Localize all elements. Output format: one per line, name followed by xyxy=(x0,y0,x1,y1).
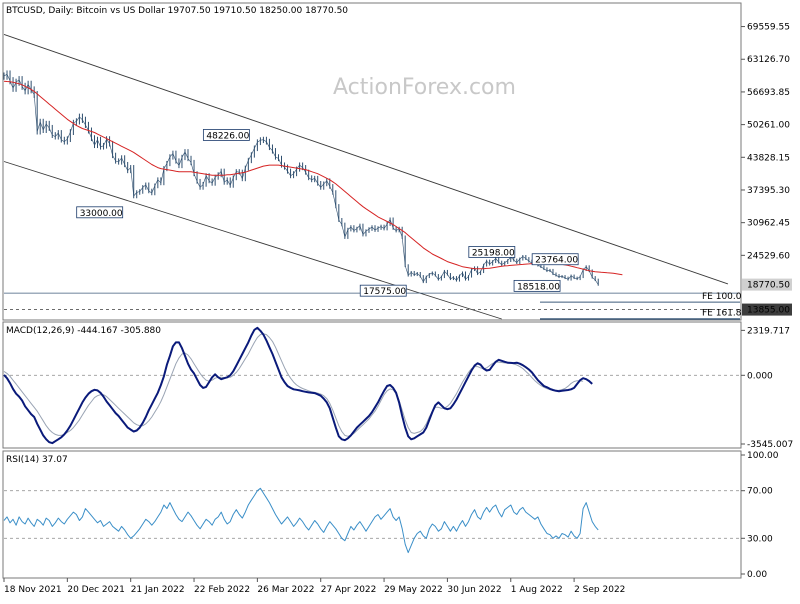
channel-line-lower xyxy=(3,161,502,320)
x-tick-label: 22 Feb 2022 xyxy=(194,585,250,595)
macd-plot xyxy=(3,326,740,445)
macd-panel-header: MACD(12,26,9) -444.167 -305.880 xyxy=(6,326,161,336)
price-panel-frame xyxy=(2,2,742,321)
x-tick-label: 26 Mar 2022 xyxy=(257,585,314,595)
rsi-plot xyxy=(3,487,740,554)
price-y-tick-label: 24529.60 xyxy=(747,251,790,261)
rsi-panel-frame xyxy=(2,450,742,579)
macd-y-tick-label: 0.000 xyxy=(747,371,773,381)
price-annotation-box-6 xyxy=(513,279,561,292)
x-tick-label: 2 Sep 2022 xyxy=(574,585,625,595)
last-price-tag-label: 18770.50 xyxy=(747,281,790,291)
price-annotation-label-6: 18518.00 xyxy=(517,282,560,292)
rsi-line xyxy=(3,487,599,554)
price-plot: FE 100.0 FE 161.8 48226.00 33000.00 17575.00… xyxy=(3,34,742,320)
x-tick-label: 27 Apr 2022 xyxy=(321,585,377,595)
x-tick-label: 18 Nov 2021 xyxy=(4,585,62,595)
macd-panel-frame xyxy=(2,321,742,449)
price-panel-header: BTCUSD, Daily: Bitcoin vs US Dollar 1970… xyxy=(6,6,348,16)
rsi-y-tick-label: 0.00 xyxy=(747,570,767,580)
moving-average-line xyxy=(3,80,623,276)
price-y-tick-label: 30962.45 xyxy=(747,219,790,229)
price-y-tick-label: 43828.15 xyxy=(747,153,790,163)
price-annotation-box-3 xyxy=(359,284,407,297)
rsi-y-tick-label: 70.00 xyxy=(747,487,773,497)
rsi-panel-header: RSI(14) 37.07 xyxy=(6,455,68,465)
price-annotation-label-2: 33000.00 xyxy=(80,209,123,219)
level-label-2: FE 161.8 xyxy=(702,309,742,319)
price-annotation-label-4: 25198.00 xyxy=(472,248,515,258)
price-y-tick-label: 56693.85 xyxy=(747,88,790,98)
channel-line-upper xyxy=(3,34,729,285)
macd-y-tick-label: -3545.007 xyxy=(747,440,793,450)
price-close-line xyxy=(3,73,599,285)
level-label-1: FE 100.0 xyxy=(702,292,742,302)
price-y-tick-label: 37395.30 xyxy=(747,186,790,196)
fe-value-tag-bg xyxy=(742,303,792,316)
watermark: ActionForex.com xyxy=(333,75,516,100)
price-annotation-label-1: 48226.00 xyxy=(206,131,249,141)
price-y-tick-label: 63126.70 xyxy=(747,55,790,65)
price-annotation-box-4 xyxy=(468,246,516,258)
price-annotation-box-1 xyxy=(202,129,250,141)
x-tick-label: 21 Jan 2022 xyxy=(131,585,185,595)
price-annotation-box-2 xyxy=(76,206,124,219)
x-tick-label: 29 May 2022 xyxy=(384,585,443,595)
axes: 69559.55 63126.70 56693.85 50261.00 43828.15… xyxy=(3,23,793,595)
x-tick-label: 30 Jun 2022 xyxy=(447,585,501,595)
price-y-tick-label: 69559.55 xyxy=(747,23,790,33)
x-tick-label: 20 Dec 2021 xyxy=(67,585,125,595)
fe-value-tag-label: 13855.00 xyxy=(747,306,790,316)
macd-line xyxy=(3,326,593,445)
macd-signal-line xyxy=(3,333,584,437)
price-annotation-label-3: 17575.00 xyxy=(363,287,406,297)
rsi-y-tick-label: 100.00 xyxy=(747,451,779,461)
price-annotation-box-5 xyxy=(531,253,579,266)
price-annotation-label-5: 23764.00 xyxy=(535,256,578,266)
macd-y-tick-label: 2319.717 xyxy=(747,326,790,336)
rsi-y-tick-label: 30.00 xyxy=(747,534,773,544)
x-tick-label: 1 Aug 2022 xyxy=(511,585,563,595)
last-price-tag-bg xyxy=(742,278,792,291)
price-y-tick-label: 50261.00 xyxy=(747,121,790,131)
